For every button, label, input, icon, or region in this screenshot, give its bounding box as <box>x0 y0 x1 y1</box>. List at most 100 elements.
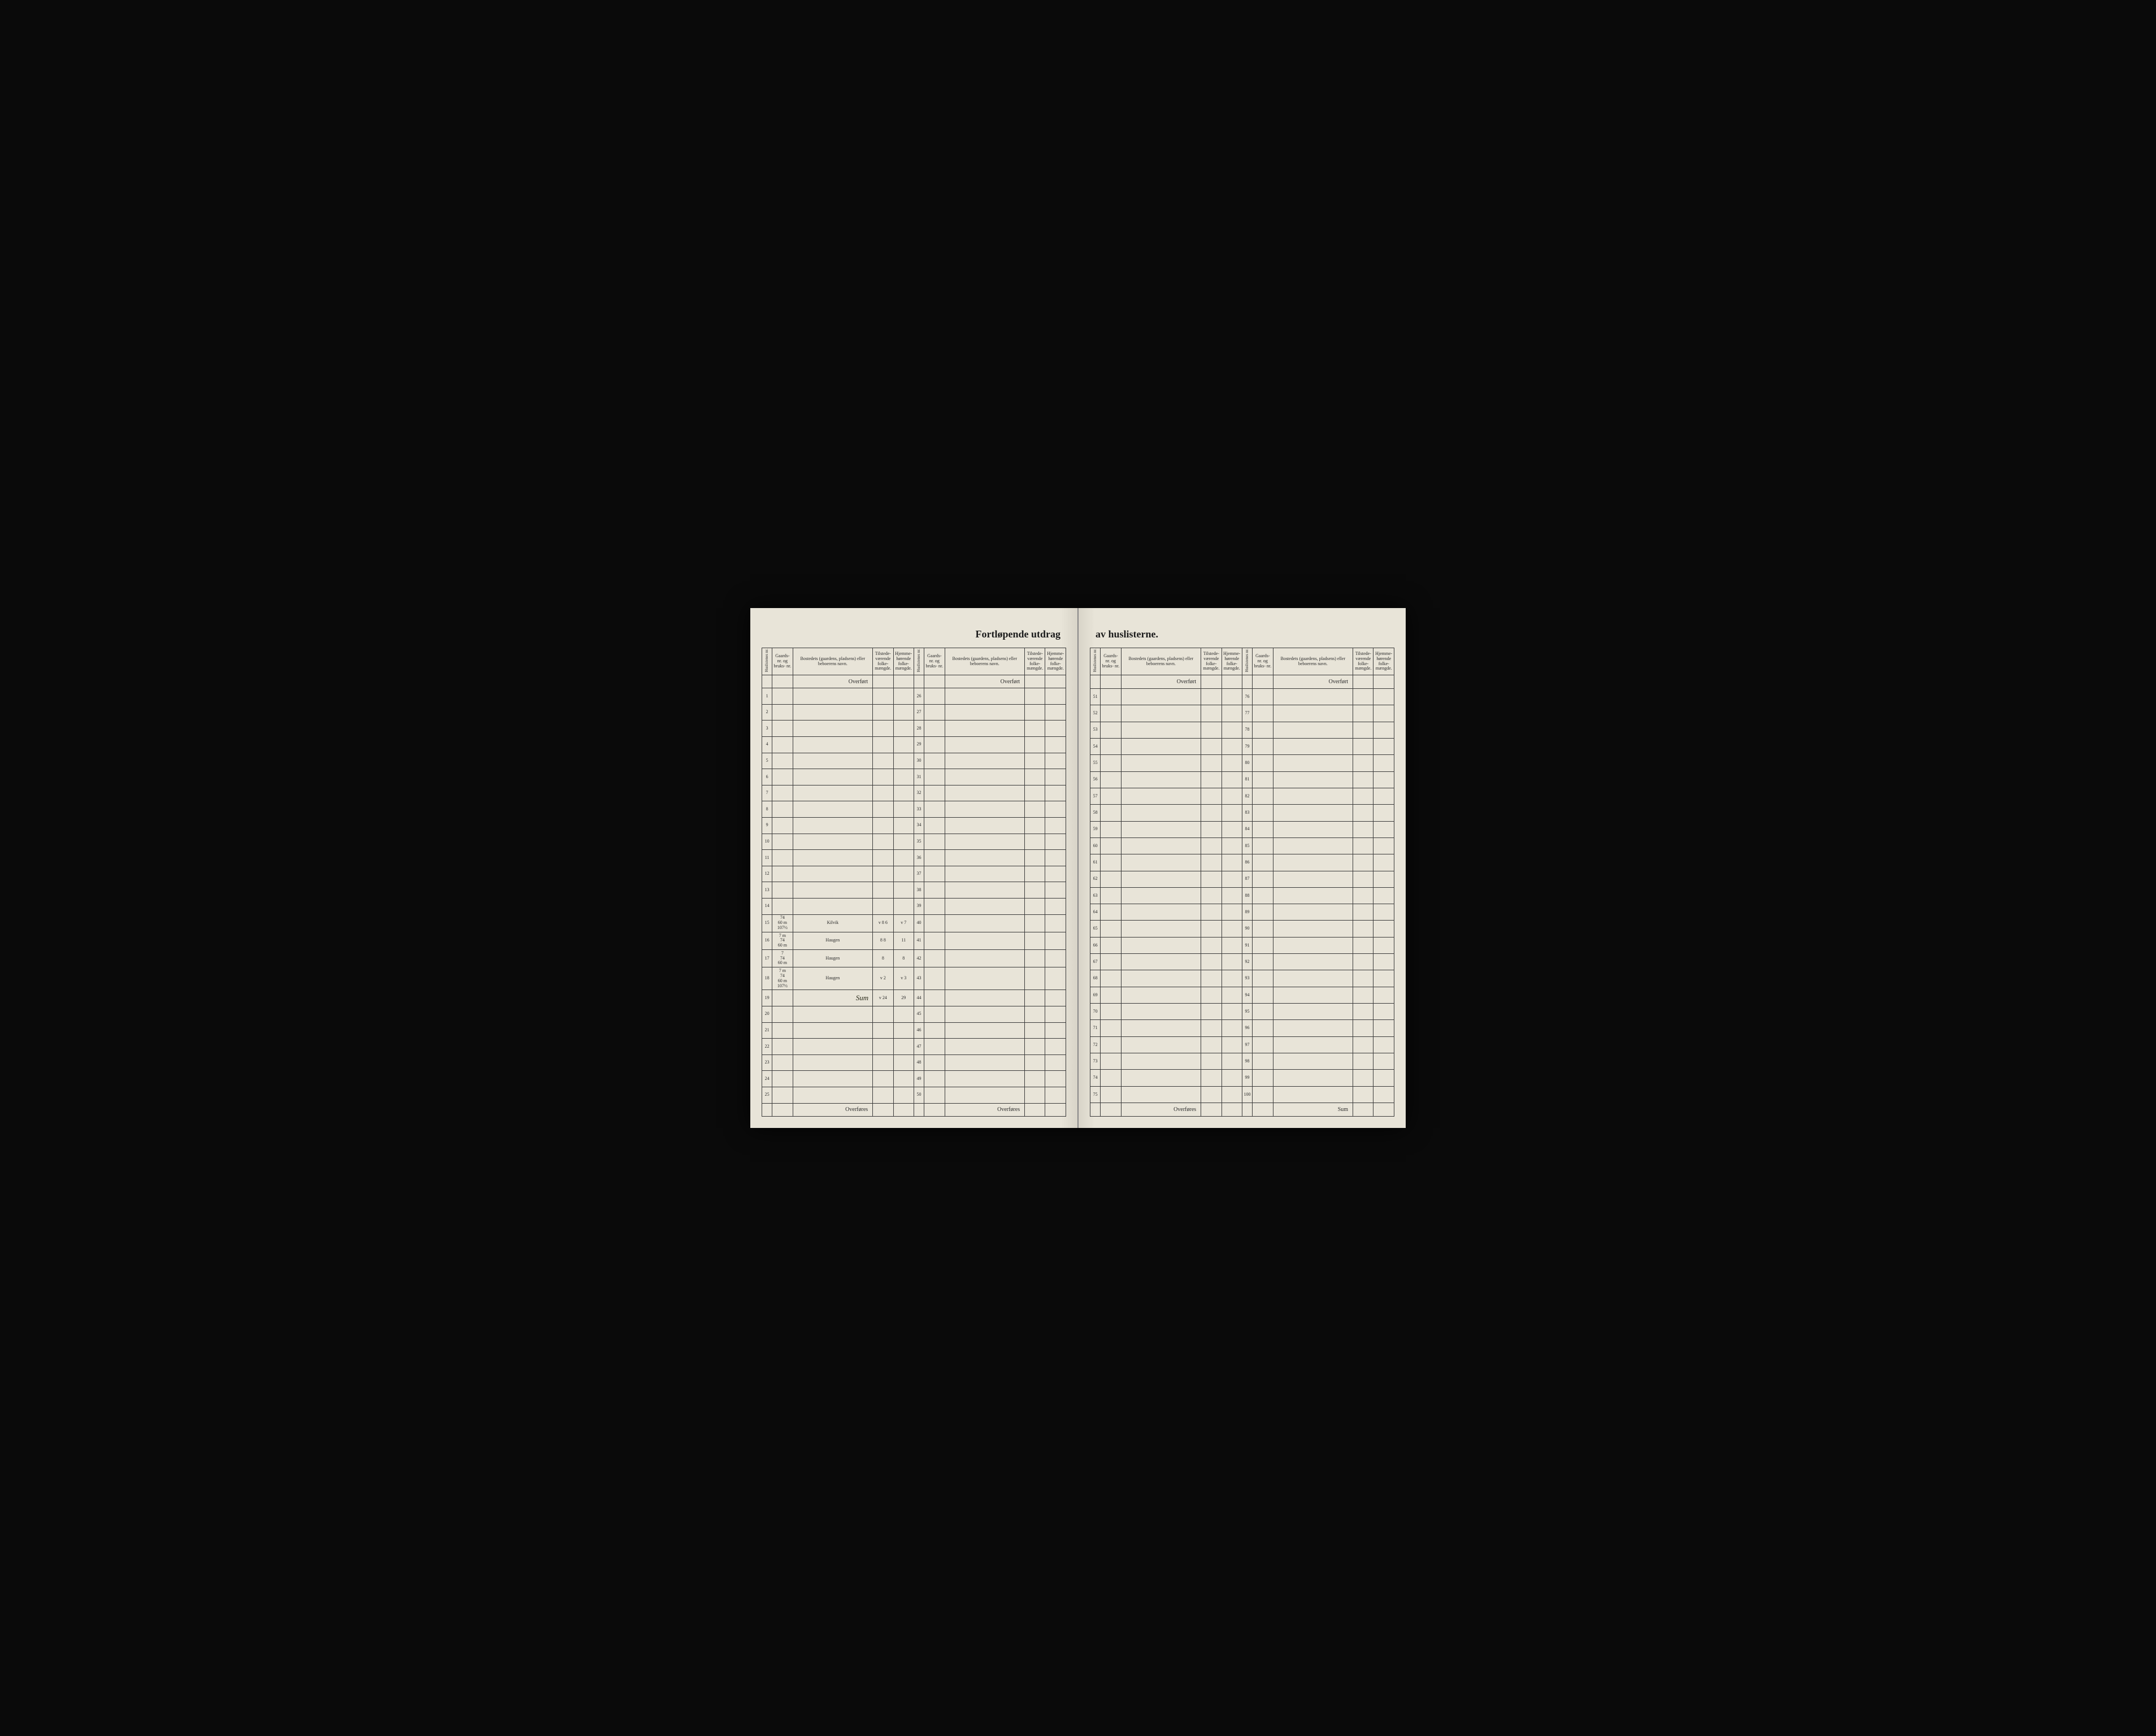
row-number: 85 <box>1242 837 1252 854</box>
cell-hjemme <box>1373 755 1394 771</box>
table-row: 5883 <box>1090 805 1394 821</box>
cell-tilstede <box>1201 771 1222 788</box>
cell-gaard <box>1253 987 1273 1003</box>
row-number: 61 <box>1090 854 1101 871</box>
cell-bosted <box>1273 1004 1353 1020</box>
hdr-tilstede: Tilstede- værende folke- mængde. <box>1201 648 1222 675</box>
table-row: 328 <box>762 721 1066 737</box>
cell-tilstede <box>1201 837 1222 854</box>
row-number: 74 <box>1090 1070 1101 1086</box>
cell-bosted <box>945 688 1025 705</box>
hdr-bosted: Bostedets (gaardens, pladsens) eller beb… <box>793 648 873 675</box>
cell-bosted <box>945 1071 1025 1087</box>
page-left: Fortløpende utdrag Huslistenes nr. Gaard… <box>750 608 1078 1128</box>
cell-bosted <box>1121 705 1201 722</box>
cell-bosted <box>793 1039 873 1055</box>
cell-gaard <box>1253 1004 1273 1020</box>
row-number: 45 <box>914 1006 924 1023</box>
cell-bosted <box>793 1022 873 1039</box>
cell-bosted <box>1121 1053 1201 1070</box>
cell-gaard: 7 m7460 m <box>772 932 793 949</box>
row-number: 32 <box>914 785 924 801</box>
cell-hjemme <box>1045 1022 1066 1039</box>
cell-hjemme <box>1045 753 1066 769</box>
cell-tilstede <box>1201 1070 1222 1086</box>
cell-hjemme <box>1373 788 1394 804</box>
table-row: 6287 <box>1090 871 1394 887</box>
cell-hjemme <box>1045 801 1066 818</box>
row-number: 76 <box>1242 688 1252 705</box>
cell-tilstede <box>1201 688 1222 705</box>
cell-gaard <box>924 967 945 989</box>
row-number: 96 <box>1242 1020 1252 1036</box>
cell-hjemme <box>893 721 914 737</box>
cell-hjemme: v 3 <box>893 967 914 989</box>
cell-gaard <box>1101 1053 1121 1070</box>
table-row: 7196 <box>1090 1020 1394 1036</box>
cell-gaard <box>772 899 793 915</box>
table-row: 1777460 mHaugen8842 <box>762 949 1066 967</box>
cell-gaard <box>772 866 793 882</box>
row-number: 11 <box>762 850 772 866</box>
hdr-gaards: Gaards- nr. og bruks- nr. <box>1101 648 1121 675</box>
cell-bosted <box>1273 788 1353 804</box>
cell-bosted <box>793 769 873 785</box>
cell-tilstede <box>1201 1053 1222 1070</box>
overfort-row: OverførtOverført <box>762 675 1066 688</box>
cell-hjemme <box>1222 1036 1242 1053</box>
row-number: 67 <box>1090 954 1101 970</box>
row-number: 60 <box>1090 837 1101 854</box>
row-number: 6 <box>762 769 772 785</box>
cell-gaard <box>772 882 793 899</box>
cell-gaard <box>1101 1086 1121 1103</box>
cell-hjemme <box>1222 705 1242 722</box>
cell-gaard <box>924 801 945 818</box>
cell-gaard <box>1253 788 1273 804</box>
cell-gaard <box>924 1071 945 1087</box>
row-number: 13 <box>762 882 772 899</box>
cell-bosted <box>1121 937 1201 953</box>
row-number: 86 <box>1242 854 1252 871</box>
cell-bosted <box>945 1039 1025 1055</box>
table-row: 74 99 <box>1090 1070 1394 1086</box>
ledger-header: Huslistenes nr. Gaards- nr. og bruks- nr… <box>1090 648 1394 675</box>
cell-bosted <box>1273 771 1353 788</box>
cell-gaard <box>772 990 793 1006</box>
cell-bosted <box>1121 1004 1201 1020</box>
cell-bosted <box>1273 805 1353 821</box>
cell-tilstede <box>1353 788 1373 804</box>
cell-bosted <box>945 1022 1025 1039</box>
cell-tilstede <box>1201 937 1222 953</box>
cell-tilstede <box>873 1022 893 1039</box>
cell-bosted <box>1273 937 1353 953</box>
cell-tilstede <box>1025 818 1045 834</box>
cell-bosted <box>945 753 1025 769</box>
table-row: 2247 <box>762 1039 1066 1055</box>
row-number: 57 <box>1090 788 1101 804</box>
cell-tilstede <box>1353 1053 1373 1070</box>
cell-bosted <box>945 990 1025 1006</box>
table-row: 6893 <box>1090 970 1394 987</box>
ledger-header: Huslistenes nr. Gaards- nr. og bruks- nr… <box>762 648 1066 675</box>
cell-hjemme <box>1045 1006 1066 1023</box>
hdr-bosted: Bostedets (gaardens, pladsens) eller beb… <box>945 648 1025 675</box>
cell-gaard <box>1101 937 1121 953</box>
page-right: av huslisterne. Huslistenes nr. Gaards- … <box>1078 608 1406 1128</box>
row-number: 42 <box>914 949 924 967</box>
cell-hjemme <box>1222 954 1242 970</box>
cell-tilstede <box>873 801 893 818</box>
table-row: 6388 <box>1090 887 1394 904</box>
table-row: 5681 <box>1090 771 1394 788</box>
cell-hjemme <box>1373 722 1394 738</box>
cell-hjemme <box>1222 970 1242 987</box>
cell-hjemme <box>1373 854 1394 871</box>
cell-hjemme <box>893 1022 914 1039</box>
cell-gaard <box>924 850 945 866</box>
cell-bosted <box>793 721 873 737</box>
cell-tilstede <box>1201 821 1222 837</box>
row-number: 99 <box>1242 1070 1252 1086</box>
cell-bosted <box>1121 837 1201 854</box>
cell-hjemme <box>1045 818 1066 834</box>
row-number: 33 <box>914 801 924 818</box>
row-number: 12 <box>762 866 772 882</box>
